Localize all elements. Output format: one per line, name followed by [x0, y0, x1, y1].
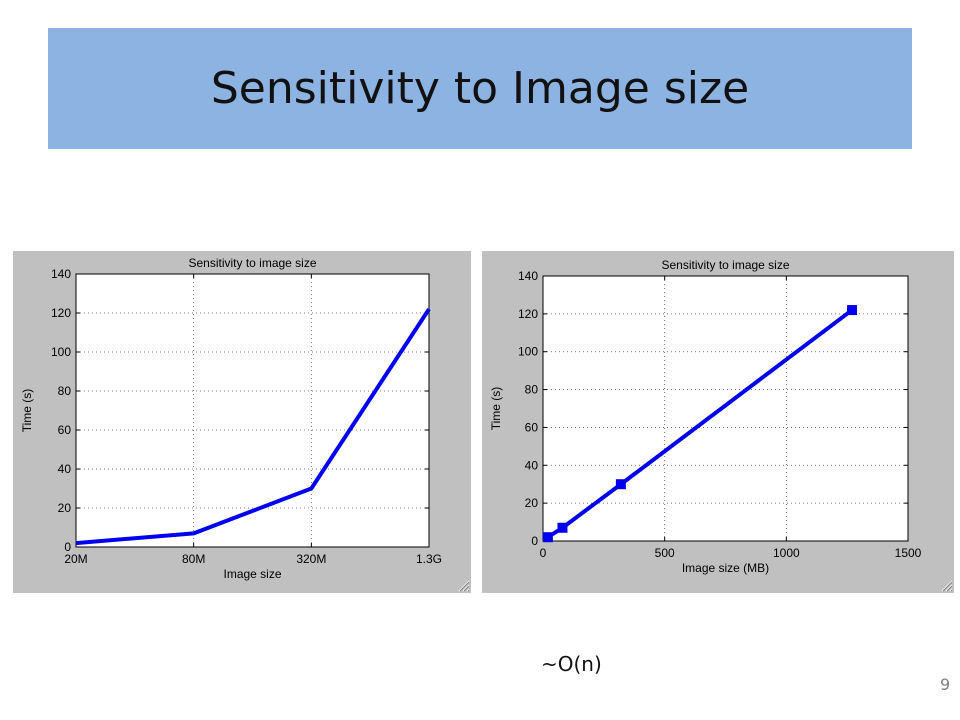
chart-numeric-svg: 0 20 40 60 80 100 120 140 0 500 1000 1500 Sensitivit… [482, 251, 954, 593]
series-marker [847, 305, 858, 316]
y-tick-label: 120 [518, 307, 538, 321]
y-tick-label: 100 [518, 345, 538, 359]
x-tick-label: 320M [296, 552, 326, 566]
x-axis-label: Image size [223, 567, 281, 581]
x-tick-label: 80M [182, 552, 205, 566]
y-tick-label: 140 [518, 269, 538, 283]
slide-title: Sensitivity to Image size [210, 63, 750, 114]
chart-categorical: 0 20 40 60 80 100 120 140 20M 80M 320M 1.3G Sensitiv… [13, 251, 471, 593]
y-tick-label: 20 [58, 501, 72, 515]
x-tick-label: 1.3G [416, 552, 442, 566]
series-marker [542, 532, 553, 543]
complexity-note: ~O(n) [541, 652, 602, 676]
resize-grip-highlight [458, 580, 470, 592]
chart-categorical-svg: 0 20 40 60 80 100 120 140 20M 80M 320M 1.3G Sensitiv… [13, 251, 471, 593]
resize-grip-shadow [946, 585, 953, 592]
chart-title: Sensitivity to image size [188, 256, 316, 270]
y-axis-label: Time (s) [489, 387, 503, 431]
plot-area [75, 273, 430, 548]
page-number: 9 [940, 675, 951, 694]
resize-grip-shadow [459, 581, 470, 592]
x-tick-label: 500 [655, 546, 675, 560]
y-tick-label: 40 [525, 458, 539, 472]
y-tick-label: 60 [58, 423, 72, 437]
y-tick-label: 40 [58, 462, 72, 476]
resize-grip-highlight [949, 588, 953, 592]
y-tick-label: 80 [58, 384, 72, 398]
x-tick-label: 1000 [773, 546, 800, 560]
series-line [75, 308, 431, 546]
y-tick-label: 100 [51, 345, 71, 359]
series-marker [557, 522, 568, 533]
y-tick-label: 60 [525, 420, 539, 434]
resize-grip-shadow [463, 585, 470, 592]
y-tick-label: 20 [525, 496, 539, 510]
chart-title: Sensitivity to image size [661, 258, 789, 272]
resize-grip-shadow [942, 581, 953, 592]
series-marker [615, 479, 626, 490]
y-axis-label: Time (s) [20, 389, 34, 433]
chart-numeric: 0 20 40 60 80 100 120 140 0 500 1000 1500 Sensitivit… [482, 251, 954, 593]
series-line [546, 308, 854, 539]
x-tick-label: 20M [64, 552, 87, 566]
y-tick-label: 140 [51, 267, 71, 281]
x-tick-label: 1500 [895, 546, 922, 560]
y-tick-label: 0 [64, 540, 71, 554]
resize-grip-highlight [462, 584, 470, 592]
resize-grip-shadow [950, 589, 953, 592]
y-tick-label: 80 [525, 383, 539, 397]
x-tick-label: 0 [540, 546, 547, 560]
x-axis-label: Image size (MB) [682, 561, 769, 575]
title-bar: Sensitivity to Image size [48, 28, 912, 149]
resize-grip-highlight [945, 584, 953, 592]
resize-grip-shadow [467, 589, 470, 592]
resize-grip-highlight [941, 580, 953, 592]
y-tick-label: 0 [531, 534, 538, 548]
y-tick-label: 120 [51, 306, 71, 320]
resize-grip-highlight [466, 588, 470, 592]
